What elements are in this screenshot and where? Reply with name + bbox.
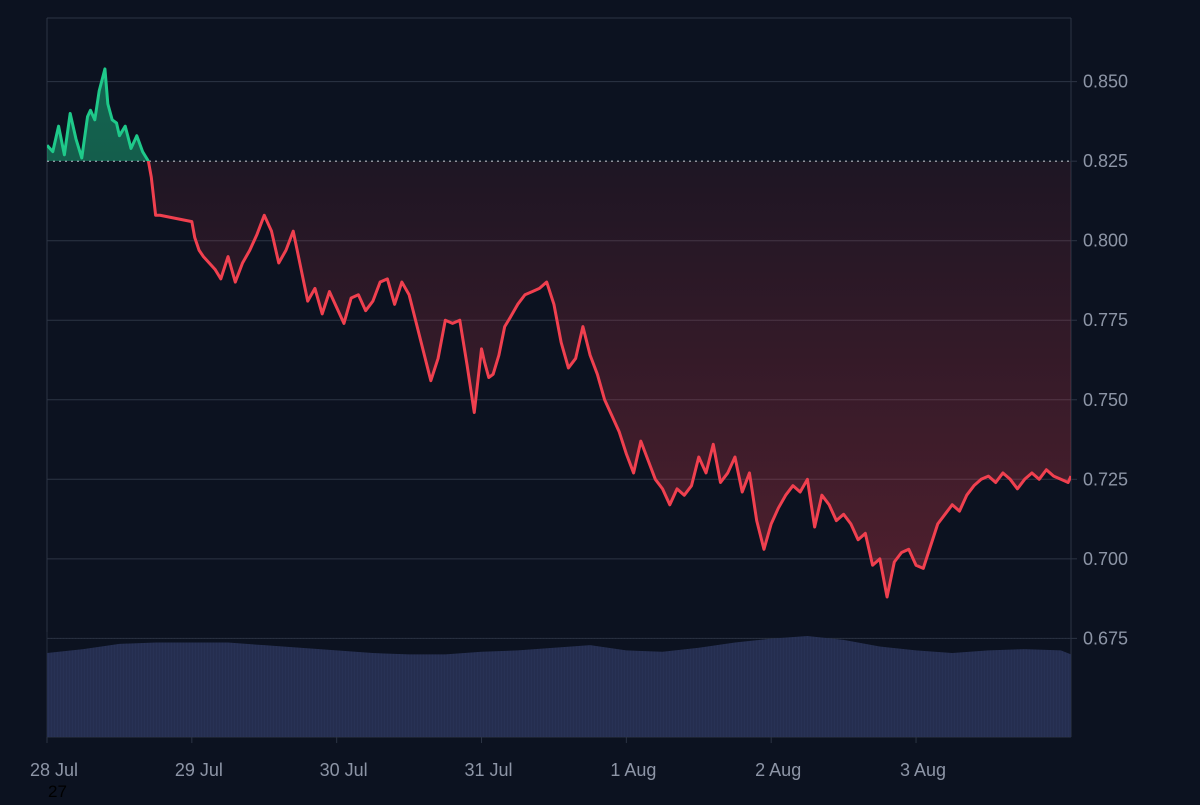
x-tick-label: 30 Jul xyxy=(320,760,368,780)
y-tick-label: 0.725 xyxy=(1083,469,1128,489)
price-line xyxy=(47,67,1071,599)
y-tick-label: 0.775 xyxy=(1083,310,1128,330)
area-below-baseline xyxy=(47,161,1071,598)
x-axis: 28 Jul 29 Jul 30 Jul 31 Jul 1 Aug 2 Aug 3 Aug xyxy=(30,737,946,780)
line-below-baseline xyxy=(146,161,1071,599)
area-above-baseline xyxy=(47,68,149,162)
y-tick-label: 0.800 xyxy=(1083,231,1128,251)
price-area xyxy=(47,68,1071,598)
x-tick-label: 3 Aug xyxy=(900,760,946,780)
y-tick-label: 0.700 xyxy=(1083,549,1128,569)
stray-label: 27 xyxy=(48,782,67,801)
volume-area xyxy=(47,636,1071,737)
y-tick-label: 0.825 xyxy=(1083,151,1128,171)
y-tick-label: 0.675 xyxy=(1083,628,1128,648)
x-tick-label: 2 Aug xyxy=(755,760,801,780)
volume-bars xyxy=(46,632,1071,737)
x-tick-label: 29 Jul xyxy=(175,760,223,780)
x-tick-label: 28 Jul xyxy=(30,760,78,780)
y-tick-label: 0.850 xyxy=(1083,72,1128,92)
y-axis: 0.675 0.700 0.725 0.750 0.775 0.800 0.825 0.850 xyxy=(1071,72,1128,648)
y-tick-label: 0.750 xyxy=(1083,390,1128,410)
x-tick-label: 31 Jul xyxy=(464,760,512,780)
x-tick-label: 1 Aug xyxy=(610,760,656,780)
